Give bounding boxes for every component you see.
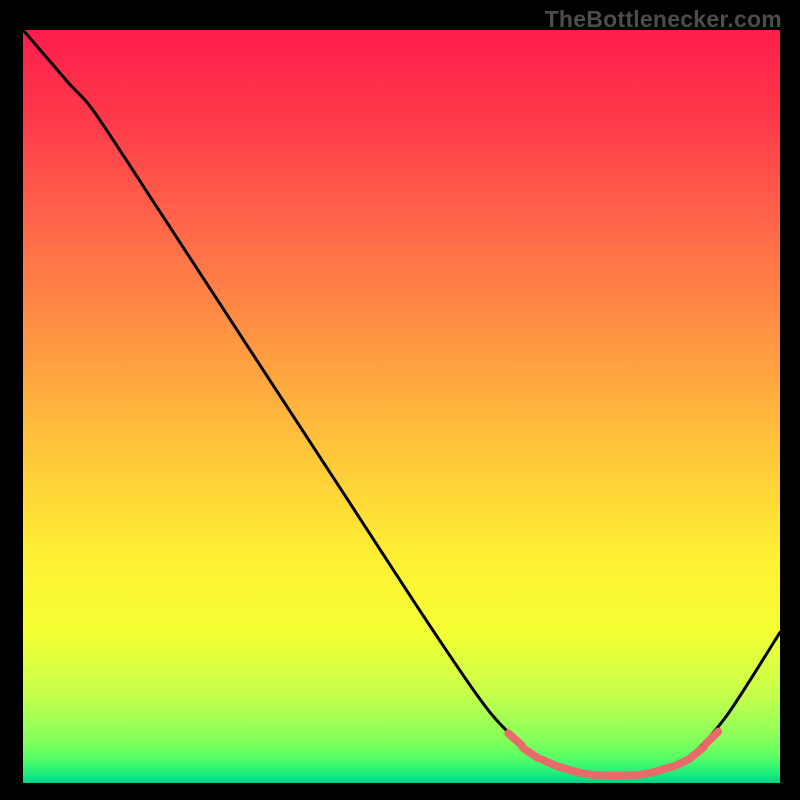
watermark-label: TheBottlenecker.com xyxy=(545,6,782,33)
optimal-dash xyxy=(635,773,653,776)
bottleneck-curve-chart xyxy=(0,0,800,800)
chart-container: TheBottlenecker.com xyxy=(0,0,800,800)
plot-background xyxy=(23,30,780,783)
optimal-dash xyxy=(559,767,576,772)
optimal-dash xyxy=(654,767,671,772)
